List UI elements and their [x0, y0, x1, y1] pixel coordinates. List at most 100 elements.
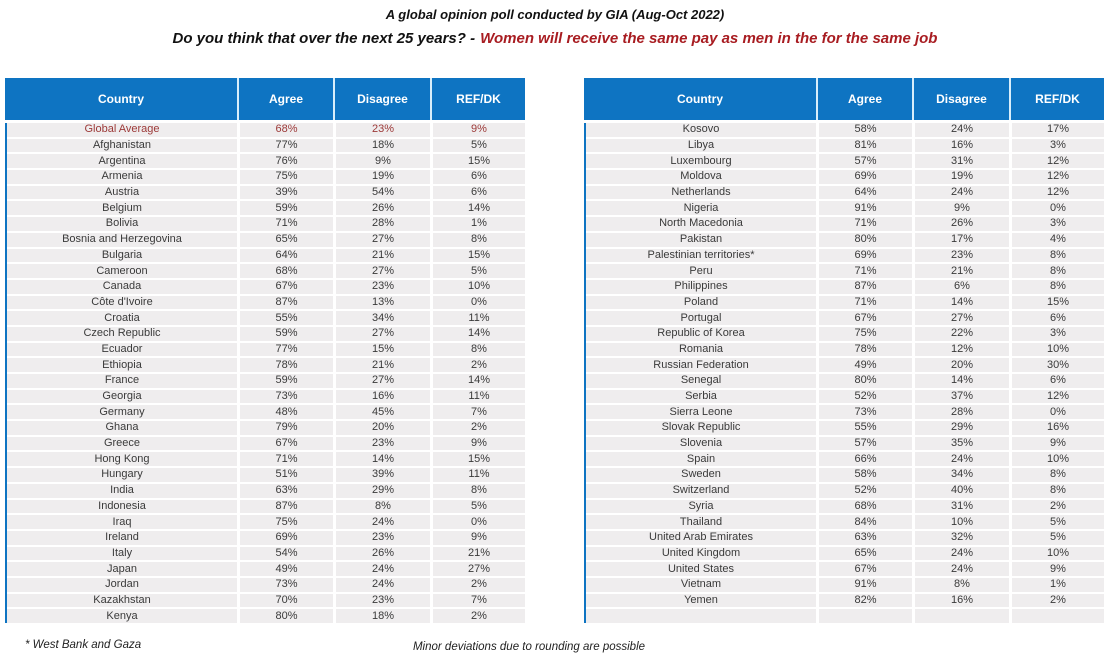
value-cell: 51% [237, 468, 333, 482]
table-row: Cameroon 68% 27% 5% [7, 264, 525, 278]
country-cell: Syria [688, 499, 714, 512]
table-row: Croatia 55% 34% 11% [7, 311, 525, 325]
value-cell: 8% [430, 483, 525, 498]
country-cell: United States [667, 562, 735, 575]
country-cell: United Kingdom [661, 546, 741, 559]
country-cell [586, 609, 816, 623]
country-cell: Germany [99, 405, 145, 418]
column-header-agree: Agree [237, 78, 333, 120]
value-cell: 26% [912, 217, 1009, 231]
table-row: Romania 78% 12% 10% [586, 342, 1104, 357]
value-cell: 24% [912, 562, 1009, 576]
table-row: Kenya 80% 18% 2% [7, 609, 525, 623]
value-cell: 67% [816, 562, 912, 576]
value-cell: 78% [816, 342, 912, 357]
country-cell: Peru [689, 264, 713, 277]
value-cell: 8% [1009, 468, 1104, 482]
table-row: Italy 54% 26% 21% [7, 546, 525, 561]
country-cell: Cameroon [96, 264, 148, 277]
value-cell: 91% [816, 201, 912, 216]
value-cell: 12% [1009, 185, 1104, 200]
country-cell: Belgium [102, 201, 142, 214]
value-cell [912, 609, 1009, 623]
value-cell: 18% [333, 138, 430, 153]
question-topic: Women will receive the same pay as men i… [480, 30, 938, 47]
table-row: Kosovo 58% 24% 17% [586, 123, 1104, 137]
value-cell: 24% [333, 515, 430, 529]
table-row: Indonesia 87% 8% 5% [7, 499, 525, 514]
table-row: Slovak Republic 55% 29% 16% [586, 421, 1104, 435]
value-cell: 19% [333, 170, 430, 184]
value-cell: 57% [816, 154, 912, 169]
value-cell: 24% [912, 546, 1009, 561]
value-cell: 59% [237, 326, 333, 341]
country-cell: Slovak Republic [661, 421, 741, 434]
table-row: Kazakhstan 70% 23% 7% [7, 593, 525, 608]
table-row: Sierra Leone 73% 28% 0% [586, 405, 1104, 420]
table-row: Ethiopia 78% 21% 2% [7, 358, 525, 372]
table-row [586, 609, 1104, 623]
column-header-disagree: Disagree [333, 78, 430, 120]
value-cell: 14% [430, 326, 525, 341]
value-cell: 18% [333, 609, 430, 623]
value-cell: 19% [912, 170, 1009, 184]
value-cell: 2% [430, 358, 525, 372]
value-cell: 71% [816, 264, 912, 278]
value-cell: 75% [237, 515, 333, 529]
country-cell: Thailand [679, 515, 723, 528]
country-cell: Netherlands [671, 186, 731, 199]
value-cell: 2% [1009, 593, 1104, 608]
value-cell: 40% [912, 483, 1009, 498]
table-row: Serbia 52% 37% 12% [586, 389, 1104, 404]
table-row: Russian Federation 49% 20% 30% [586, 358, 1104, 372]
value-cell: 24% [912, 452, 1009, 467]
table-row: Ecuador 77% 15% 8% [7, 342, 525, 357]
value-cell: 5% [1009, 515, 1104, 529]
value-cell: 23% [333, 279, 430, 294]
poll-table-left: Country Agree Disagree REF/DK Global Average… [5, 78, 525, 625]
value-cell: 34% [333, 311, 430, 325]
value-cell: 6% [1009, 374, 1104, 388]
table-row: North Macedonia 71% 26% 3% [586, 217, 1104, 231]
value-cell: 16% [912, 593, 1009, 608]
table-row: Greece 67% 23% 9% [7, 436, 525, 451]
value-cell: 27% [333, 326, 430, 341]
value-cell: 65% [816, 546, 912, 561]
value-cell: 15% [430, 154, 525, 169]
table-row: Yemen 82% 16% 2% [586, 593, 1104, 608]
value-cell: 14% [912, 295, 1009, 310]
table-row: Sweden 58% 34% 8% [586, 468, 1104, 482]
value-cell: 11% [430, 468, 525, 482]
value-cell: 9% [1009, 562, 1104, 576]
country-cell: Yemen [684, 593, 718, 606]
value-cell: 64% [816, 185, 912, 200]
value-cell: 5% [1009, 530, 1104, 545]
table-row: United Kingdom 65% 24% 10% [586, 546, 1104, 561]
value-cell: 4% [1009, 232, 1104, 247]
value-cell: 63% [237, 483, 333, 498]
value-cell: 68% [237, 123, 333, 137]
page-title: A global opinion poll conducted by GIA (… [385, 7, 725, 22]
value-cell: 39% [237, 185, 333, 200]
table-row: India 63% 29% 8% [7, 483, 525, 498]
column-header-agree: Agree [816, 78, 912, 120]
question-prefix: Do you think that over the next 25 years… [172, 30, 476, 47]
value-cell: 54% [237, 546, 333, 561]
value-cell: 91% [816, 577, 912, 592]
value-cell: 34% [912, 468, 1009, 482]
value-cell: 15% [430, 248, 525, 263]
value-cell: 29% [333, 483, 430, 498]
country-cell: Libya [687, 139, 715, 152]
value-cell: 9% [912, 201, 1009, 216]
value-cell: 12% [1009, 389, 1104, 404]
footnote-west-bank-and-gaza: * West Bank and Gaza [25, 639, 142, 651]
value-cell: 12% [912, 342, 1009, 357]
value-cell: 13% [333, 295, 430, 310]
country-cell: Iraq [112, 515, 132, 528]
country-cell: Italy [111, 546, 133, 559]
country-cell: Palestinian territories* [647, 248, 755, 261]
value-cell: 23% [333, 530, 430, 545]
value-cell: 8% [1009, 264, 1104, 278]
country-cell: Kosovo [682, 123, 720, 136]
